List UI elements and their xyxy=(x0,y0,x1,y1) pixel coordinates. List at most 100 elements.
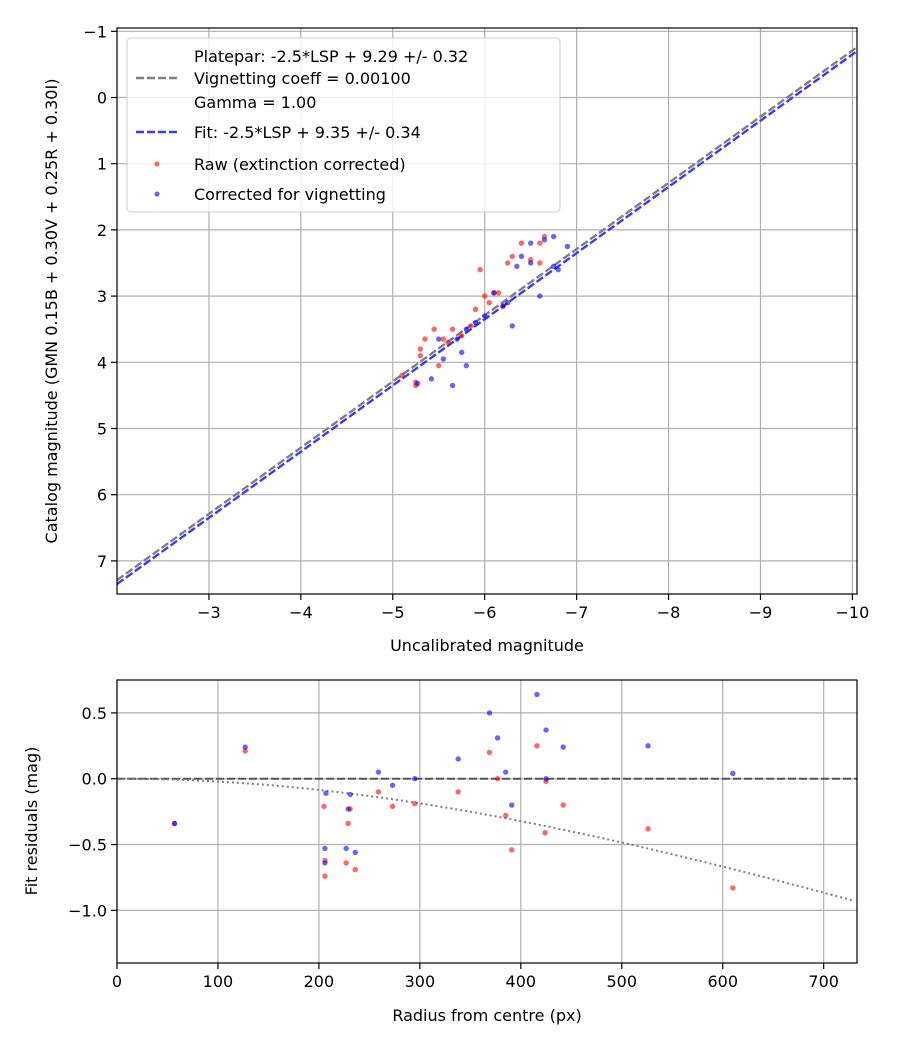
bottom-x-tick-label: 500 xyxy=(607,972,638,991)
top-data-point xyxy=(463,326,470,332)
bottom-x-tick-label: 0 xyxy=(112,972,122,991)
bottom-axes-frame xyxy=(116,679,858,964)
bottom-y-ticks: 0.5 0.0 −0.5 −1.0 xyxy=(68,704,117,920)
bottom-data-point xyxy=(323,790,329,796)
bottom-x-tick-label: 200 xyxy=(304,972,335,991)
bottom-data-point xyxy=(542,829,548,836)
bottom-scatter-points xyxy=(171,691,736,891)
bottom-data-point xyxy=(322,860,328,866)
bottom-data-point xyxy=(375,769,382,775)
top-data-point xyxy=(504,300,511,306)
bottom-data-point xyxy=(242,748,248,754)
bottom-data-point xyxy=(242,744,248,750)
bottom-data-point xyxy=(343,860,349,866)
legend-box xyxy=(126,37,561,213)
top-y-axis-label: Catalog magnitude (GMN 0.15B + 0.30V + 0… xyxy=(42,79,61,544)
bottom-data-point xyxy=(509,802,515,808)
top-y-ticks: −1 0 1 2 3 4 5 6 7 xyxy=(83,22,117,571)
top-data-point xyxy=(459,333,465,339)
bottom-data-point xyxy=(389,803,396,810)
top-data-point xyxy=(491,290,497,296)
legend-entry-vignetting: Vignetting coeff = 0.00100 xyxy=(194,69,411,88)
top-data-point xyxy=(514,263,520,270)
bottom-data-point xyxy=(534,743,540,749)
bottom-data-point xyxy=(534,691,540,698)
top-x-tick-label: −10 xyxy=(836,603,870,622)
bottom-x-ticks: 0 100 200 300 400 500 600 700 xyxy=(112,963,839,991)
top-data-point xyxy=(486,300,492,306)
bottom-data-point xyxy=(502,812,509,819)
top-x-tick-label: −8 xyxy=(657,603,681,622)
bottom-data-point xyxy=(345,806,351,812)
bottom-data-point xyxy=(486,749,493,756)
top-y-tick-label: 6 xyxy=(97,486,107,505)
bottom-data-point xyxy=(455,789,461,795)
top-data-point xyxy=(509,323,515,329)
bottom-data-point xyxy=(730,885,736,891)
bottom-data-point xyxy=(645,743,651,749)
top-data-point xyxy=(399,372,405,379)
bottom-y-tick-label: −0.5 xyxy=(68,836,107,855)
top-fit-line xyxy=(116,46,858,582)
top-data-point xyxy=(449,382,456,389)
top-x-ticks: −3 −4 −5 −6 −7 −8 −9 −10 xyxy=(197,594,869,622)
bottom-data-point xyxy=(389,782,396,789)
top-data-point xyxy=(504,260,511,266)
top-data-point xyxy=(537,293,543,299)
bottom-data-point xyxy=(412,776,418,782)
top-data-point xyxy=(436,336,442,342)
top-data-point xyxy=(472,319,479,326)
top-data-point xyxy=(495,290,502,296)
top-x-tick-label: −4 xyxy=(289,603,313,622)
bottom-data-point xyxy=(345,820,351,827)
bottom-x-tick-label: 600 xyxy=(707,972,738,991)
top-x-tick-label: −9 xyxy=(749,603,773,622)
bottom-data-point xyxy=(352,849,358,856)
legend-red-dot xyxy=(154,161,160,167)
bottom-data-point xyxy=(352,866,358,873)
top-data-point xyxy=(482,293,488,299)
legend: Platepar: -2.5*LSP + 9.29 +/- 0.32 Vigne… xyxy=(126,37,561,213)
top-data-point xyxy=(541,237,548,243)
top-data-point xyxy=(459,349,465,356)
top-y-tick-label: 4 xyxy=(97,353,107,372)
top-x-axis-label: Uncalibrated magnitude xyxy=(390,636,584,655)
bottom-data-point xyxy=(494,735,501,741)
bottom-data-point xyxy=(343,845,349,852)
top-x-tick-label: −5 xyxy=(381,603,405,622)
top-y-tick-label: −1 xyxy=(83,22,107,41)
top-data-point xyxy=(555,266,561,273)
top-axes-frame xyxy=(116,27,858,595)
top-data-point xyxy=(422,336,428,342)
bottom-data-point xyxy=(347,791,353,798)
top-data-point xyxy=(428,376,435,382)
legend-entry-platepar: Platepar: -2.5*LSP + 9.29 +/- 0.32 xyxy=(194,47,468,66)
top-x-tick-label: −7 xyxy=(565,603,589,622)
top-data-point xyxy=(550,263,557,270)
bottom-data-point xyxy=(321,803,327,810)
bottom-data-point xyxy=(502,769,509,775)
top-data-point xyxy=(414,380,421,387)
top-data-point xyxy=(445,339,451,346)
top-data-point xyxy=(417,352,424,359)
top-data-point xyxy=(509,253,515,260)
top-data-point xyxy=(436,362,442,369)
bottom-data-point xyxy=(730,770,736,777)
top-data-point xyxy=(550,233,557,240)
bottom-data-point xyxy=(509,847,515,853)
bottom-x-tick-label: 400 xyxy=(506,972,537,991)
top-y-tick-label: 0 xyxy=(97,89,107,108)
top-data-point xyxy=(537,240,543,246)
bottom-data-point xyxy=(171,820,178,827)
bottom-x-axis-label: Radius from centre (px) xyxy=(392,1006,581,1025)
bottom-data-point xyxy=(412,801,418,807)
bottom-data-point xyxy=(375,789,382,795)
legend-blue-dot xyxy=(154,191,160,197)
bottom-y-tick-label: 0.5 xyxy=(82,704,107,723)
top-data-point xyxy=(440,336,447,342)
bottom-y-tick-label: 0.0 xyxy=(82,770,107,789)
legend-entry-gamma: Gamma = 1.00 xyxy=(194,93,316,112)
top-data-point xyxy=(482,313,488,319)
